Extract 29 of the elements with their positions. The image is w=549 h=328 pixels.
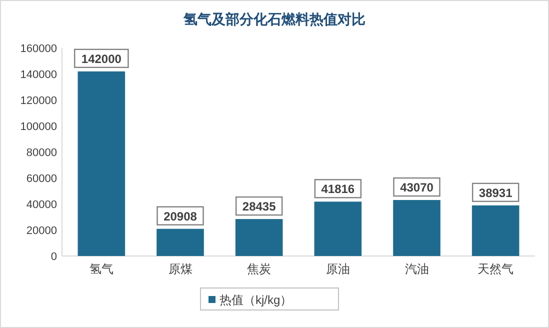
bar: [472, 205, 520, 256]
y-tick-label: 160000: [20, 43, 57, 55]
data-label: 20908: [164, 209, 198, 224]
bar: [235, 219, 283, 256]
y-tick-label: 100000: [20, 121, 57, 133]
bar: [156, 228, 204, 256]
x-tick-label: 汽油: [404, 262, 429, 276]
y-tick-label: 60000: [26, 173, 57, 185]
x-tick-label: 天然气: [478, 262, 514, 276]
y-tick-label: 140000: [20, 69, 57, 81]
x-tick-label: 氢气: [89, 262, 114, 276]
y-tick-label: 20000: [26, 225, 57, 237]
bar: [314, 202, 362, 256]
data-label: 43070: [400, 180, 434, 195]
bar: [78, 71, 126, 256]
y-tick-label: 80000: [26, 147, 57, 159]
y-tick-label: 40000: [26, 199, 57, 211]
bar: [393, 200, 440, 256]
y-tick-label: 0: [50, 251, 57, 263]
chart-title: 氢气及部分化石燃料热值对比: [182, 11, 366, 27]
data-label: 41816: [321, 182, 355, 196]
x-tick-label: 原油: [326, 262, 350, 276]
y-tick-label: 120000: [20, 95, 57, 107]
x-tick-label: 焦炭: [247, 262, 272, 276]
data-label: 38931: [478, 186, 513, 200]
x-tick-label: 原煤: [168, 262, 192, 276]
data-label: 142000: [81, 52, 122, 66]
data-label: 28435: [242, 200, 276, 214]
legend-label: 热值（kj/kg）: [220, 293, 292, 307]
